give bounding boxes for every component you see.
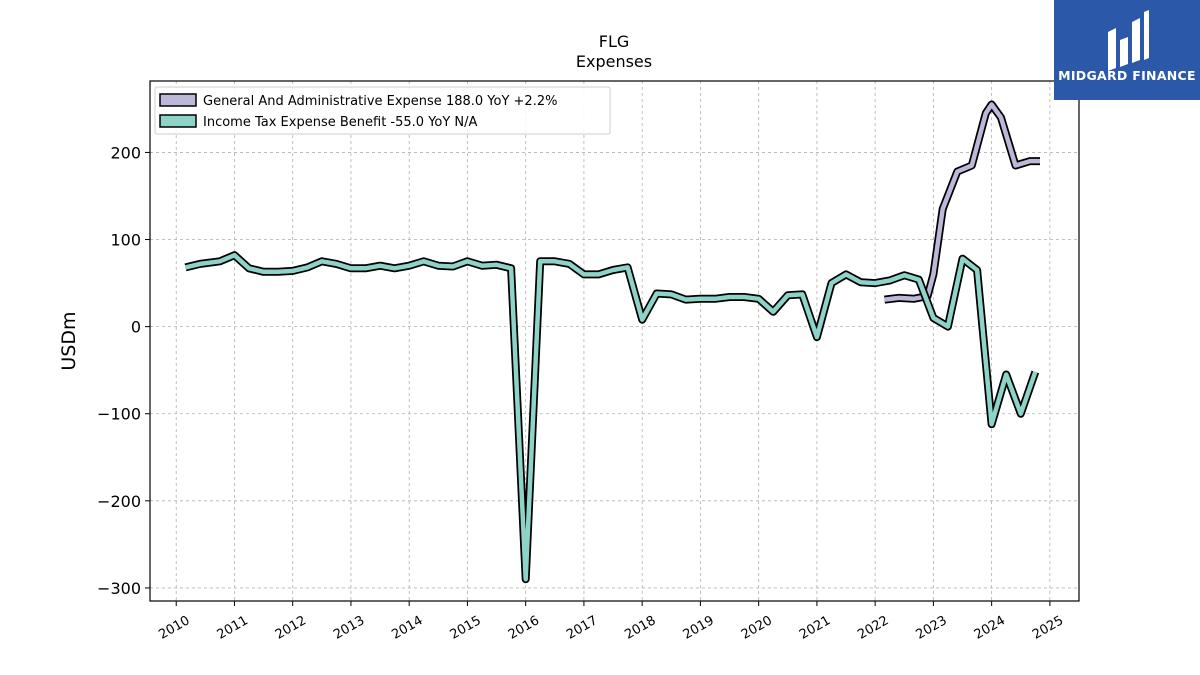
midgard-logo-icon [1108, 10, 1149, 71]
y-tick-label: 100 [110, 231, 141, 250]
legend-label-income-tax: Income Tax Expense Benefit -55.0 YoY N/A [203, 115, 478, 130]
legend: General And Administrative Expense 188.0… [154, 86, 611, 135]
x-axis: 2010 2011 2012 2013 2014 2015 2016 2017 2018 2019… [156, 601, 1066, 643]
x-tick-label: 2021 [797, 613, 833, 643]
chart-subtitle: Expenses [576, 52, 652, 71]
y-axis: −300 −200 −100 0 100 200 [97, 143, 150, 598]
legend-box [154, 86, 611, 135]
legend-swatch-general-admin [159, 93, 197, 107]
legend-swatch-income-tax [159, 114, 197, 128]
plot-area-frame [149, 80, 1080, 602]
y-axis-label: USDm [58, 311, 80, 370]
brand-name: MIDGARD FINANCE [1058, 68, 1196, 83]
series-line-income-tax [184, 252, 1038, 582]
y-tick-label: −200 [97, 492, 141, 511]
x-tick-label: 2025 [1030, 613, 1066, 643]
series-layer [184, 100, 1040, 584]
x-tick-label: 2022 [855, 613, 891, 643]
series-line-general-admin [884, 102, 1040, 302]
chart-title: FLG [599, 32, 630, 51]
x-tick-label: 2019 [681, 613, 717, 643]
x-tick-label: 2012 [273, 613, 309, 643]
brand-logo: MIDGARD FINANCE [1054, 0, 1200, 100]
y-tick-label: −100 [97, 405, 141, 424]
y-tick-label: 0 [131, 318, 141, 337]
y-tick-label: −300 [97, 579, 141, 598]
x-tick-label: 2013 [331, 613, 367, 643]
y-tick-label: 200 [110, 143, 141, 162]
x-tick-label: 2024 [972, 613, 1008, 643]
grid-lines [150, 81, 1079, 601]
x-tick-label: 2014 [389, 613, 425, 643]
x-tick-label: 2023 [914, 613, 950, 643]
x-tick-label: 2017 [564, 613, 600, 643]
x-tick-label: 2018 [622, 613, 658, 643]
x-tick-label: 2010 [156, 613, 192, 643]
x-tick-label: 2015 [448, 613, 484, 643]
series-outline-income-tax [184, 251, 1040, 584]
legend-label-general-admin: General And Administrative Expense 188.0… [203, 94, 557, 109]
x-tick-label: 2020 [739, 613, 775, 643]
x-tick-label: 2016 [506, 613, 542, 643]
x-tick-label: 2011 [215, 613, 251, 643]
